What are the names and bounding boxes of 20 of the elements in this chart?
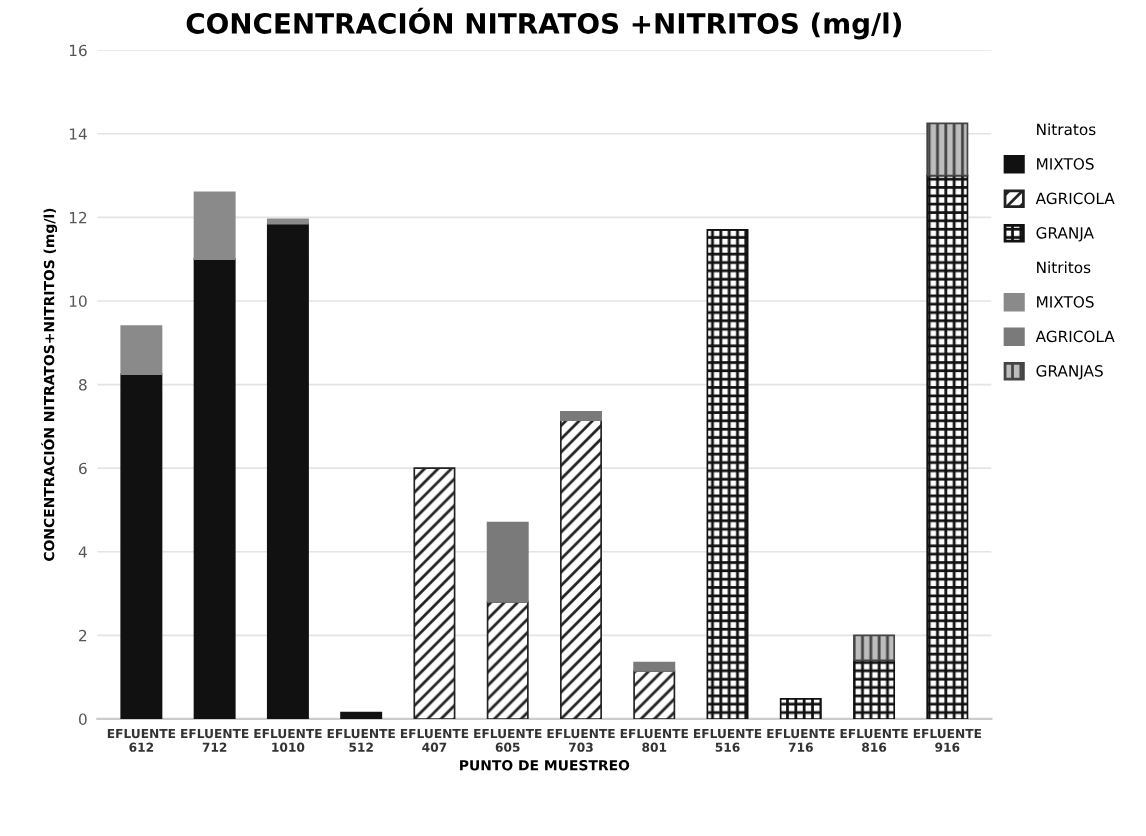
bar bbox=[633, 670, 676, 719]
bar bbox=[779, 698, 822, 719]
bar bbox=[853, 634, 896, 662]
bar bbox=[486, 521, 529, 603]
bar bbox=[926, 174, 969, 719]
chart-title: CONCENTRACIÓN NITRATOS +NITRITOS (mg/l) bbox=[186, 7, 902, 40]
bar bbox=[193, 258, 236, 719]
bar bbox=[560, 410, 602, 421]
bar bbox=[340, 711, 383, 719]
bar bbox=[266, 222, 309, 719]
bar bbox=[193, 191, 236, 260]
bar bbox=[706, 229, 749, 719]
bar bbox=[486, 601, 529, 719]
bar bbox=[120, 373, 163, 719]
bar bbox=[560, 419, 602, 719]
bar bbox=[633, 661, 676, 672]
bar bbox=[853, 659, 896, 719]
bar bbox=[413, 467, 456, 719]
bar bbox=[120, 325, 163, 375]
bar bbox=[926, 122, 969, 177]
